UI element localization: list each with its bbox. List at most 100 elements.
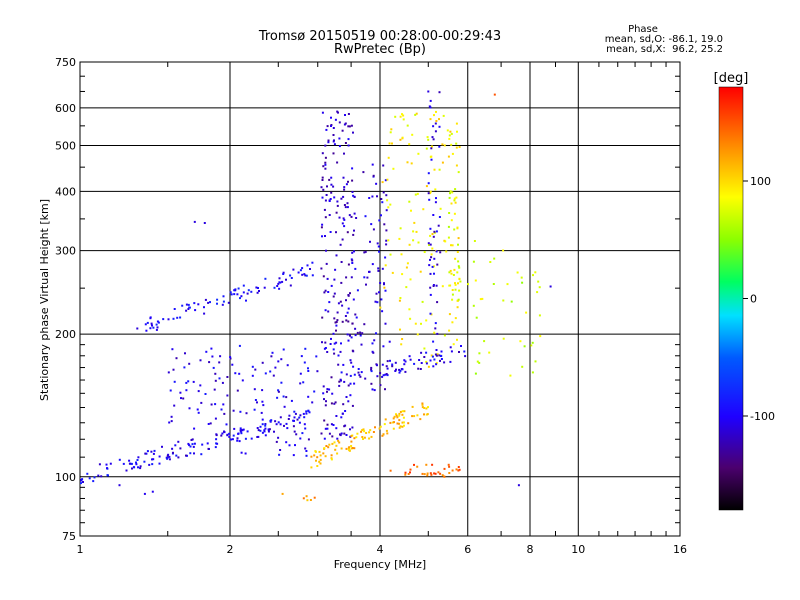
data-point [338,216,341,219]
data-point [413,362,416,365]
data-point [196,408,199,411]
data-point [336,311,339,314]
data-point [237,432,240,435]
data-point [375,332,377,335]
data-point [383,423,386,426]
data-point [204,298,207,301]
data-point [392,417,395,420]
data-point [443,334,446,337]
data-point [181,304,184,307]
data-point [425,360,428,363]
data-point [402,416,405,419]
data-point [340,261,343,263]
data-point [509,374,512,377]
data-point [410,209,412,212]
data-point [239,427,242,430]
data-point [201,443,204,446]
data-point [326,351,329,353]
data-point [216,302,218,305]
data-point [277,282,280,285]
data-point [438,354,441,357]
data-point [333,441,336,444]
data-point [430,473,433,476]
data-point [277,390,280,393]
data-point [429,99,432,102]
data-point [436,332,439,335]
data-point [321,152,324,155]
data-point [359,375,362,378]
data-point [343,152,345,155]
data-point [432,340,435,343]
data-point [351,349,354,352]
data-point [368,431,371,434]
data-point [438,125,441,128]
data-point [519,340,522,343]
data-point [230,293,233,296]
data-point [373,389,376,392]
data-point [338,441,341,444]
data-point [251,365,254,368]
data-point [335,231,337,234]
data-point [401,425,404,428]
data-point [241,379,244,382]
data-point [299,269,302,272]
y-tick-label: 200 [55,328,76,341]
data-point [158,455,161,458]
data-point [330,191,333,194]
data-point [385,373,388,375]
data-point [454,257,457,260]
data-point [233,427,236,430]
data-point [350,361,353,364]
data-point [238,372,241,375]
data-point [336,319,339,322]
data-point [303,273,306,276]
data-point [322,188,325,191]
data-point [335,321,338,323]
data-point [368,197,371,199]
data-point [404,473,407,476]
data-point [347,448,350,451]
data-point [431,265,434,268]
data-point [430,253,433,256]
data-point [330,284,333,287]
data-point [379,384,382,387]
data-point [324,341,327,344]
data-point [369,240,371,243]
data-point [446,129,449,132]
data-point [439,207,442,210]
data-point [282,348,285,351]
data-point [342,403,345,406]
data-point [305,274,308,277]
data-point [426,413,429,416]
data-point [118,458,121,461]
data-point [381,310,384,313]
data-point [384,289,387,292]
data-point [310,455,313,458]
data-point [430,155,433,158]
data-point [342,363,345,366]
data-point [339,243,342,246]
data-point [292,425,295,428]
data-point [257,435,260,438]
data-point [431,355,434,358]
data-point [251,374,254,377]
data-point [387,239,390,242]
data-point [336,437,339,440]
data-point [453,197,456,200]
data-point [179,447,182,450]
data-point [182,397,185,400]
data-point [236,293,239,296]
data-point [454,188,457,191]
data-point [351,259,354,262]
data-point [429,192,432,195]
data-point [385,194,388,197]
data-point [301,273,304,276]
data-point [409,358,412,361]
data-point [361,436,364,438]
data-point [162,318,165,321]
data-point [172,368,175,371]
data-point [244,452,247,455]
data-point [350,276,353,279]
chart-title: Tromsø 20150519 00:28:00-00:29:43 [258,29,501,44]
data-point [327,139,330,142]
